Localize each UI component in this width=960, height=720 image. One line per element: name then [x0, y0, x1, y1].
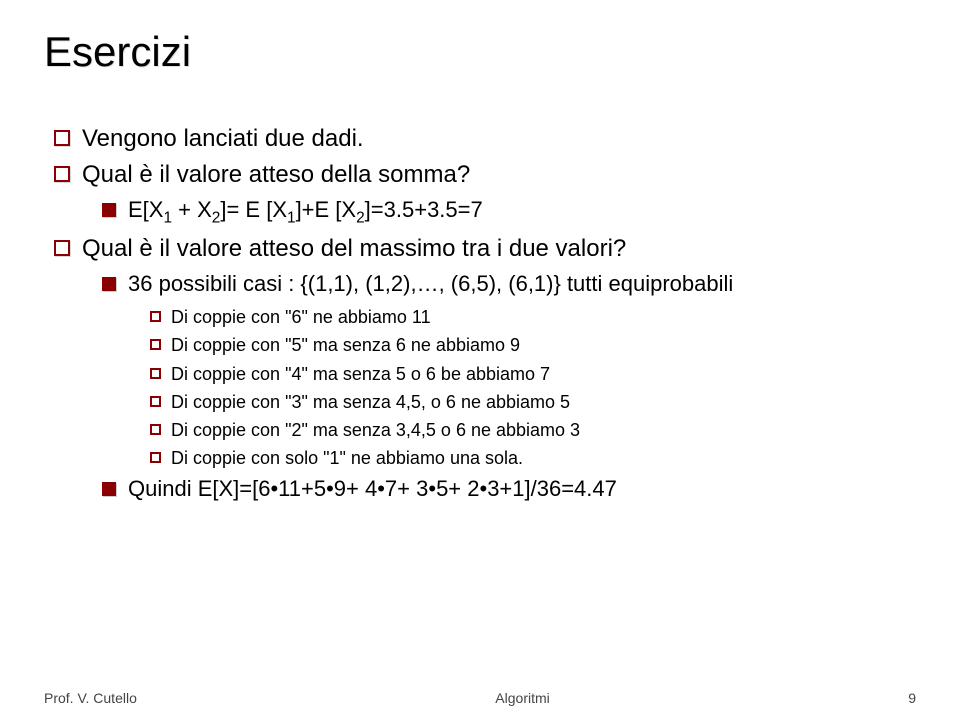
list-item: Di coppie con "4" ma senza 5 o 6 be abbi… [150, 362, 920, 386]
bullet-icon [150, 339, 161, 350]
list-item: Di coppie con "6" ne abbiamo 11 [150, 305, 920, 329]
slide: Esercizi Vengono lanciati due dadi. Qual … [0, 0, 960, 720]
list-item-text: Quindi E[X]=[6•11+5•9+ 4•7+ 3•5+ 2•3+1]/… [128, 475, 617, 504]
list-item: Vengono lanciati due dadi. [54, 124, 920, 154]
bullet-icon [102, 482, 116, 496]
list-item-text: Di coppie con solo "1" ne abbiamo una so… [171, 446, 523, 470]
footer: Prof. V. Cutello Algoritmi 9 [44, 690, 916, 706]
list-item-text: Di coppie con "6" ne abbiamo 11 [171, 305, 431, 329]
footer-left: Prof. V. Cutello [44, 690, 137, 706]
bullet-icon [54, 130, 70, 146]
list-item: 36 possibili casi : {(1,1), (1,2),…, (6,… [102, 270, 920, 299]
bullet-icon [150, 311, 161, 322]
list-item: Di coppie con "5" ma senza 6 ne abbiamo … [150, 333, 920, 357]
list-item: Qual è il valore atteso della somma? [54, 160, 920, 190]
list-item-text: Di coppie con "4" ma senza 5 o 6 be abbi… [171, 362, 550, 386]
list-item-text: Vengono lanciati due dadi. [82, 124, 364, 154]
bullet-icon [54, 166, 70, 182]
bullet-icon [102, 277, 116, 291]
list-item-text: Qual è il valore atteso della somma? [82, 160, 470, 190]
list-item-text: Di coppie con "5" ma senza 6 ne abbiamo … [171, 333, 520, 357]
list-item: Di coppie con "2" ma senza 3,4,5 o 6 ne … [150, 418, 920, 442]
list-item-text: Qual è il valore atteso del massimo tra … [82, 234, 626, 264]
bullet-icon [150, 424, 161, 435]
list-item: E[X1 + X2]= E [X1]+E [X2]=3.5+3.5=7 [102, 196, 920, 228]
list-item: Di coppie con solo "1" ne abbiamo una so… [150, 446, 920, 470]
list-item: Quindi E[X]=[6•11+5•9+ 4•7+ 3•5+ 2•3+1]/… [102, 475, 920, 504]
list-item-text: E[X1 + X2]= E [X1]+E [X2]=3.5+3.5=7 [128, 196, 483, 228]
list-item-text: 36 possibili casi : {(1,1), (1,2),…, (6,… [128, 270, 733, 299]
bullet-icon [150, 396, 161, 407]
bullet-icon [150, 368, 161, 379]
bullet-icon [150, 452, 161, 463]
footer-center: Algoritmi [495, 690, 549, 706]
list-item-text: Di coppie con "2" ma senza 3,4,5 o 6 ne … [171, 418, 580, 442]
list-item: Qual è il valore atteso del massimo tra … [54, 234, 920, 264]
footer-right: 9 [908, 690, 916, 706]
bullet-icon [102, 203, 116, 217]
bullet-list: Vengono lanciati due dadi. Qual è il valo… [44, 124, 920, 503]
list-item: Di coppie con "3" ma senza 4,5, o 6 ne a… [150, 390, 920, 414]
bullet-icon [54, 240, 70, 256]
slide-title: Esercizi [44, 28, 920, 76]
list-item-text: Di coppie con "3" ma senza 4,5, o 6 ne a… [171, 390, 570, 414]
